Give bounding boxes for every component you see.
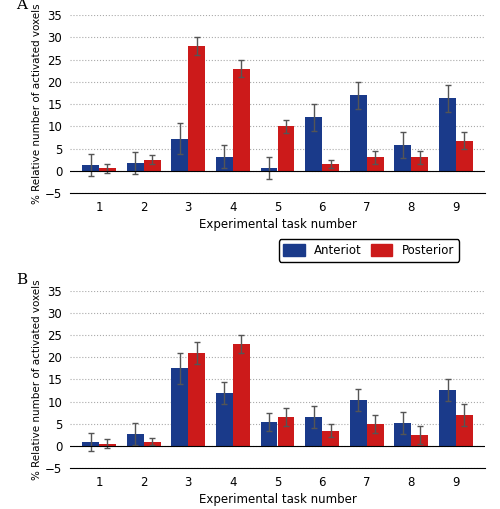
Bar	[260, 421, 278, 446]
Bar	[82, 442, 99, 446]
Bar	[82, 165, 99, 171]
Bar	[322, 164, 339, 171]
Bar	[366, 157, 384, 171]
Bar	[456, 140, 473, 171]
Bar	[439, 98, 456, 171]
Bar	[172, 139, 188, 171]
Bar	[456, 415, 473, 446]
Bar	[278, 417, 294, 446]
X-axis label: Experimental task number: Experimental task number	[198, 218, 356, 231]
Bar	[412, 435, 428, 446]
Bar	[412, 157, 428, 171]
Legend: Anteriot, Posterior: Anteriot, Posterior	[278, 239, 459, 262]
Bar	[260, 168, 278, 171]
Bar	[126, 163, 144, 171]
Bar	[305, 417, 322, 446]
Bar	[322, 431, 339, 446]
Bar	[188, 46, 205, 171]
Text: B: B	[16, 273, 27, 287]
Bar	[439, 390, 456, 446]
Bar	[305, 118, 322, 171]
Text: A: A	[16, 0, 27, 12]
Bar	[350, 401, 366, 446]
Bar	[394, 145, 411, 171]
Bar	[188, 353, 205, 446]
Bar	[394, 423, 411, 446]
Bar	[278, 126, 294, 171]
Y-axis label: % Relative number of activated voxels: % Relative number of activated voxels	[32, 4, 42, 205]
Bar	[233, 69, 250, 171]
Bar	[233, 344, 250, 446]
Bar	[99, 444, 116, 446]
Bar	[144, 160, 160, 171]
Bar	[126, 434, 144, 446]
Bar	[172, 369, 188, 446]
Bar	[216, 156, 233, 171]
Bar	[216, 393, 233, 446]
Bar	[350, 95, 366, 171]
X-axis label: Experimental task number: Experimental task number	[198, 493, 356, 506]
Bar	[99, 168, 116, 171]
Bar	[144, 442, 160, 446]
Y-axis label: % Relative number of activated voxels: % Relative number of activated voxels	[32, 279, 42, 480]
Bar	[366, 424, 384, 446]
